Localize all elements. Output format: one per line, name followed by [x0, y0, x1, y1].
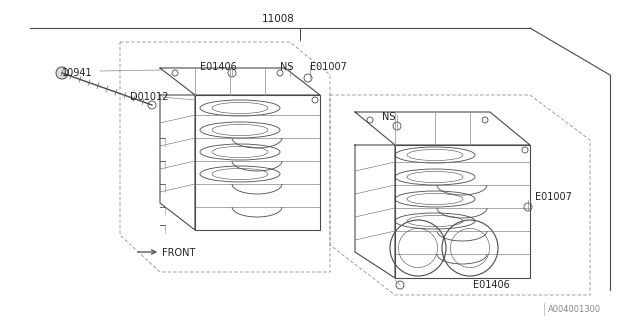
- Text: 11008: 11008: [262, 14, 294, 24]
- Circle shape: [367, 117, 373, 123]
- Text: 10941: 10941: [62, 68, 93, 78]
- Text: E01007: E01007: [535, 192, 572, 202]
- Text: A004001300: A004001300: [548, 305, 601, 314]
- Circle shape: [172, 70, 178, 76]
- Text: NS: NS: [382, 112, 396, 122]
- Text: E01406: E01406: [473, 280, 509, 290]
- Text: E01406: E01406: [200, 62, 237, 72]
- Text: FRONT: FRONT: [162, 248, 195, 258]
- Text: D01012: D01012: [130, 92, 168, 102]
- Circle shape: [277, 70, 283, 76]
- Circle shape: [56, 67, 68, 79]
- Circle shape: [228, 69, 236, 77]
- Circle shape: [522, 147, 528, 153]
- Circle shape: [312, 97, 318, 103]
- Circle shape: [396, 281, 404, 289]
- Text: E01007: E01007: [310, 62, 347, 72]
- Circle shape: [524, 203, 532, 211]
- Circle shape: [482, 117, 488, 123]
- Circle shape: [148, 101, 156, 109]
- Circle shape: [304, 74, 312, 82]
- Circle shape: [393, 122, 401, 130]
- Text: NS: NS: [280, 62, 294, 72]
